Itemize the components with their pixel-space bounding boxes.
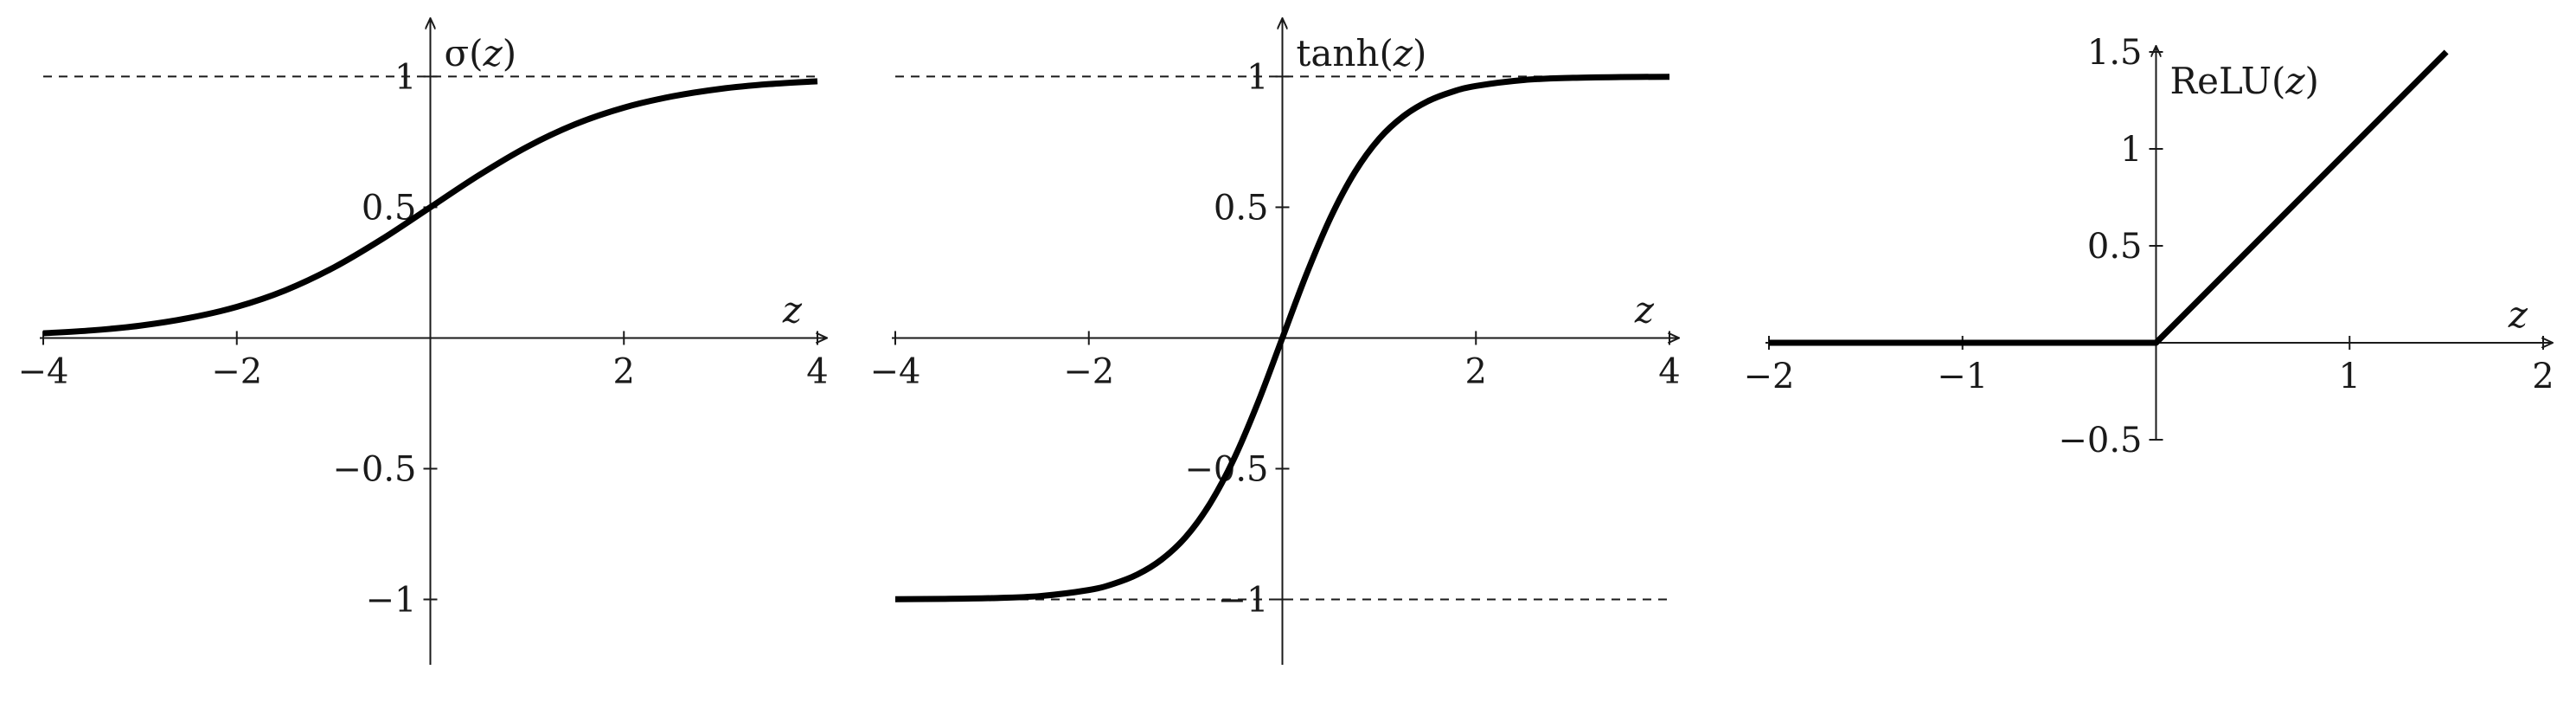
relu-x-axis-label: z xyxy=(2508,293,2528,336)
sigmoid-y-tick-label-1: −0.5 xyxy=(332,449,416,489)
sigmoid-x-tick-label-1: −2 xyxy=(211,351,262,391)
sigmoid-x-axis-label: z xyxy=(782,288,803,331)
tanh-x-tick-label-0: −4 xyxy=(870,351,921,391)
tanh-x-tick-label-2: 2 xyxy=(1465,351,1487,391)
relu-y-tick-label-1: 0.5 xyxy=(2087,227,2143,267)
relu-chart: −2 −1 1 2 −0.5 0.5 1 1.5 z ReLU(z) xyxy=(1744,33,2554,460)
relu-y-axis-label: ReLU(z) xyxy=(2170,60,2319,102)
relu-x-tick-label-3: 2 xyxy=(2532,357,2554,396)
relu-curve-0 xyxy=(1769,49,2449,346)
tanh-curve-0 xyxy=(894,74,1670,602)
sigmoid-y-axis-label: σ(z) xyxy=(445,32,517,74)
sigmoid-x-tick-label-0: −4 xyxy=(18,351,69,391)
tanh-x-tick-label-1: −2 xyxy=(1063,351,1114,391)
tanh-y-tick-label-0: −1 xyxy=(1218,580,1269,620)
sigmoid-curve-0 xyxy=(42,78,818,337)
relu-x-tick-label-1: −1 xyxy=(1937,357,1988,396)
relu-y-tick-label-2: 1 xyxy=(2120,130,2142,170)
tanh-x-tick-label-3: 4 xyxy=(1658,351,1680,391)
relu-y-tick-label-0: −0.5 xyxy=(2058,421,2142,460)
tanh-y-axis-label: tanh(z) xyxy=(1297,32,1427,74)
sigmoid-y-tick-label-0: −1 xyxy=(366,580,417,620)
sigmoid-x-tick-label-2: 2 xyxy=(613,351,635,391)
relu-x-tick-label-2: 1 xyxy=(2339,357,2361,396)
sigmoid-x-tick-label-3: 4 xyxy=(806,351,828,391)
relu-y-tick-label-3: 1.5 xyxy=(2087,33,2143,73)
sigmoid-y-tick-label-3: 1 xyxy=(394,57,416,97)
tanh-x-axis-label: z xyxy=(1634,288,1655,331)
tanh-y-tick-label-2: 0.5 xyxy=(1214,188,1269,228)
relu-x-tick-label-0: −2 xyxy=(1744,357,1795,396)
tanh-y-tick-label-3: 1 xyxy=(1246,57,1268,97)
